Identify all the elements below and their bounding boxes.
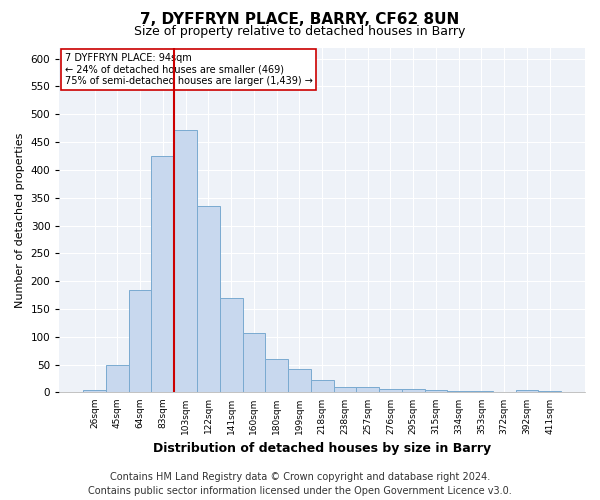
Bar [311,380,334,392]
Bar [288,368,311,392]
Bar [402,389,425,392]
Bar [515,390,538,392]
Bar [151,156,174,392]
Y-axis label: Number of detached properties: Number of detached properties [15,132,25,308]
Text: Contains HM Land Registry data © Crown copyright and database right 2024.
Contai: Contains HM Land Registry data © Crown c… [88,472,512,496]
Bar [242,333,265,392]
X-axis label: Distribution of detached houses by size in Barry: Distribution of detached houses by size … [153,442,491,455]
Bar [334,387,356,392]
Bar [83,390,106,392]
Bar [356,387,379,392]
Bar [220,298,242,392]
Bar [425,390,448,392]
Bar [379,388,402,392]
Bar [129,290,151,393]
Text: 7, DYFFRYN PLACE, BARRY, CF62 8UN: 7, DYFFRYN PLACE, BARRY, CF62 8UN [140,12,460,28]
Bar [265,359,288,392]
Text: 7 DYFFRYN PLACE: 94sqm
← 24% of detached houses are smaller (469)
75% of semi-de: 7 DYFFRYN PLACE: 94sqm ← 24% of detached… [65,52,313,86]
Bar [106,364,129,392]
Bar [197,206,220,392]
Text: Size of property relative to detached houses in Barry: Size of property relative to detached ho… [134,25,466,38]
Bar [174,130,197,392]
